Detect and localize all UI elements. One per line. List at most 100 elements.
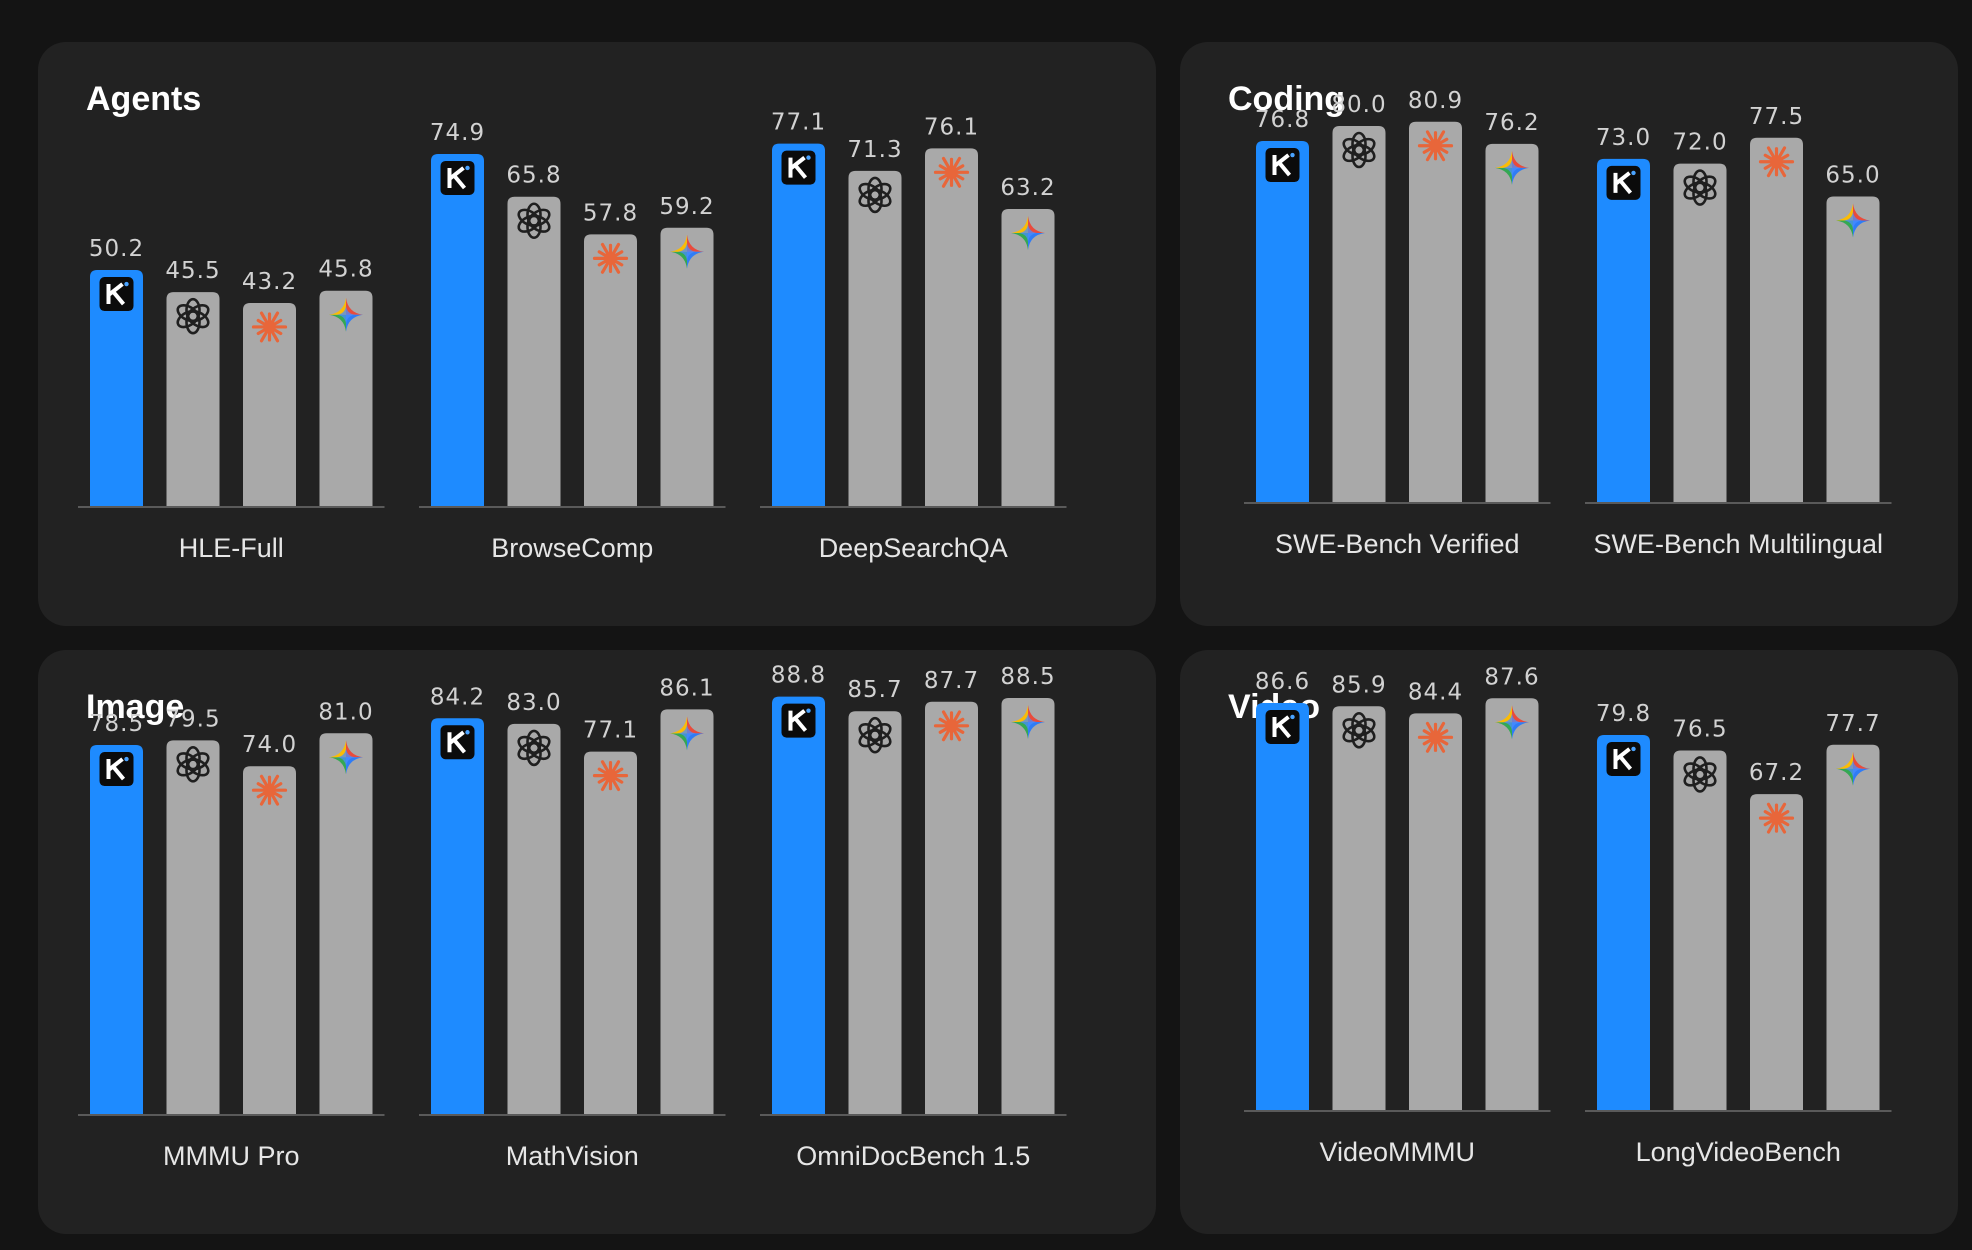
bar xyxy=(848,711,902,1114)
bar xyxy=(1001,208,1055,506)
bar xyxy=(1332,706,1386,1110)
data-label: 77.1 xyxy=(771,110,826,136)
data-label: 81.0 xyxy=(318,699,373,725)
bar xyxy=(90,745,143,1114)
openai-icon xyxy=(1342,711,1376,749)
bar xyxy=(1409,121,1462,503)
bar xyxy=(507,196,561,507)
bar-group: 88.8 85.7 87.7 88.5 OmniDocBench 1.5 xyxy=(760,663,1067,1171)
agents-chart: 50.2 45.5 43.2 45.8 HLE-Full 74.9 65.8 57.8 59.2… xyxy=(78,110,1067,563)
bar-group: 77.1 71.3 76.1 63.2 DeepSearchQA xyxy=(760,110,1067,563)
bar xyxy=(1826,744,1880,1110)
openai-icon xyxy=(517,202,551,240)
kimi-k-icon xyxy=(781,703,816,738)
data-label: 85.7 xyxy=(847,677,902,703)
kimi-k-icon xyxy=(440,160,475,195)
category-label: BrowseComp xyxy=(491,533,653,563)
data-label: 71.3 xyxy=(847,137,902,163)
bar-group: 79.8 76.5 67.2 77.7 LongVideoBench xyxy=(1585,701,1892,1167)
kimi-k-icon xyxy=(1265,148,1300,183)
bar xyxy=(1256,141,1309,502)
data-label: 77.7 xyxy=(1825,711,1880,737)
category-label: LongVideoBench xyxy=(1636,1137,1841,1167)
data-label: 86.1 xyxy=(659,675,714,701)
bar xyxy=(1485,143,1539,503)
claude-icon xyxy=(592,760,629,792)
data-label: 87.6 xyxy=(1484,664,1539,690)
claude-icon xyxy=(251,311,288,343)
bar xyxy=(166,740,220,1114)
bar xyxy=(1750,137,1803,502)
kimi-k-icon xyxy=(99,752,134,787)
data-label: 67.2 xyxy=(1749,760,1804,786)
data-label: 84.2 xyxy=(430,684,485,710)
data-label: 63.2 xyxy=(1000,175,1055,201)
gemini-icon xyxy=(329,297,363,332)
bar xyxy=(772,143,825,506)
claude-icon xyxy=(1417,721,1454,753)
bar xyxy=(1597,734,1650,1110)
bar-group: 78.5 79.5 74.0 81.0 MMMU Pro xyxy=(78,699,385,1171)
bar xyxy=(925,701,978,1114)
claude-icon xyxy=(933,156,970,188)
bar xyxy=(90,270,143,506)
bar xyxy=(1673,163,1727,502)
bar xyxy=(925,148,978,506)
data-label: 74.0 xyxy=(242,732,297,758)
openai-icon xyxy=(176,297,210,335)
video-chart: 86.6 85.9 84.4 87.6 VideoMMMU 79.8 76.5 67.2 77.… xyxy=(1244,664,1892,1167)
data-label: 65.8 xyxy=(506,163,561,189)
gemini-icon xyxy=(1495,705,1529,740)
category-label: SWE-Bench Verified xyxy=(1275,529,1520,559)
data-label: 72.0 xyxy=(1672,130,1727,156)
openai-icon xyxy=(176,746,210,783)
bar xyxy=(319,733,373,1114)
bar xyxy=(1409,713,1462,1110)
category-label: MathVision xyxy=(506,1141,639,1171)
bar xyxy=(584,234,637,506)
data-label: 88.8 xyxy=(771,663,826,689)
bar xyxy=(243,766,296,1114)
image-panel: Image 78.5 79.5 74.0 81.0 MMMU Pro 84.2 83.0 77… xyxy=(38,650,1156,1234)
panel-title: Coding xyxy=(1228,80,1346,118)
category-label: OmniDocBench 1.5 xyxy=(796,1141,1030,1171)
panel-title: Agents xyxy=(86,80,202,118)
kimi-k-icon xyxy=(99,277,134,312)
data-label: 77.5 xyxy=(1749,104,1804,130)
openai-icon xyxy=(858,176,892,214)
gemini-icon xyxy=(1836,751,1870,786)
openai-icon xyxy=(517,729,551,767)
data-label: 80.9 xyxy=(1408,88,1463,114)
bar-group: 76.8 80.0 80.9 76.2 SWE-Bench Verified xyxy=(1244,88,1551,559)
gemini-icon xyxy=(1495,150,1529,185)
gemini-icon xyxy=(329,740,363,775)
openai-icon xyxy=(1342,131,1376,169)
data-label: 86.6 xyxy=(1255,669,1310,695)
data-label: 76.8 xyxy=(1255,107,1310,133)
image-chart: 78.5 79.5 74.0 81.0 MMMU Pro 84.2 83.0 77.1 86.1… xyxy=(78,663,1067,1171)
bar-group: 86.6 85.9 84.4 87.6 VideoMMMU xyxy=(1244,664,1551,1167)
category-label: HLE-Full xyxy=(179,533,284,563)
bar xyxy=(660,709,714,1114)
kimi-k-icon xyxy=(1606,165,1641,200)
openai-icon xyxy=(1683,756,1717,793)
category-label: VideoMMMU xyxy=(1319,1137,1475,1167)
bar xyxy=(772,696,825,1114)
data-label: 77.1 xyxy=(583,718,638,744)
coding-chart: 76.8 80.0 80.9 76.2 SWE-Bench Verified 73.0 72… xyxy=(1244,88,1892,559)
data-label: 73.0 xyxy=(1596,125,1651,151)
kimi-k-icon xyxy=(1606,741,1641,776)
bar xyxy=(848,170,902,506)
data-label: 83.0 xyxy=(506,690,561,716)
kimi-k-icon xyxy=(781,150,816,185)
data-label: 87.7 xyxy=(924,668,979,694)
data-label: 80.0 xyxy=(1331,92,1386,118)
claude-icon xyxy=(1758,146,1795,178)
bar xyxy=(1332,126,1386,502)
bar xyxy=(584,751,637,1114)
category-label: DeepSearchQA xyxy=(819,533,1008,563)
panel-title: Image xyxy=(86,688,185,726)
data-label: 57.8 xyxy=(583,200,638,226)
claude-icon xyxy=(1417,130,1454,162)
openai-icon xyxy=(858,716,892,754)
